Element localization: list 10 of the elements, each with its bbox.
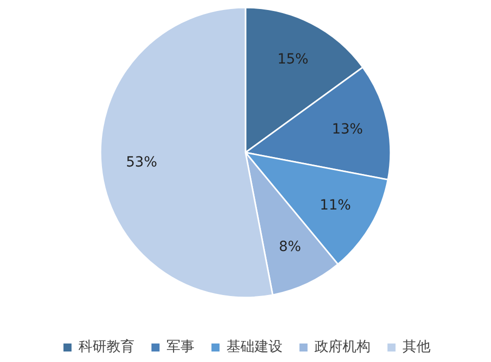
legend-label: 基础建设 (226, 338, 282, 356)
legend-label: 政府机构 (314, 338, 370, 356)
legend-label: 军事 (166, 338, 194, 356)
data-label: 53% (126, 154, 158, 170)
data-label: 13% (332, 122, 363, 138)
data-label: 8% (278, 238, 302, 255)
data-label: 11% (320, 198, 351, 214)
data-label: 15% (277, 51, 308, 68)
legend-label: 科研教育 (78, 338, 134, 356)
legend-label: 其他 (402, 338, 430, 356)
